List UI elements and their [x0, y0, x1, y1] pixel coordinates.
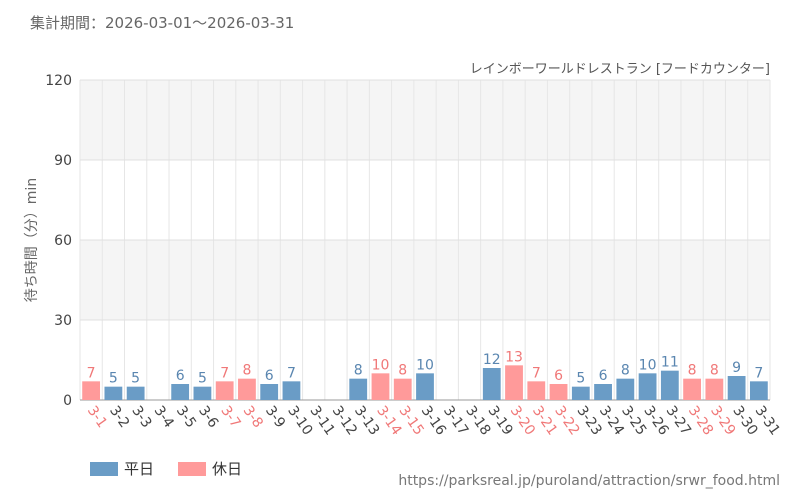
bar-3-23	[571, 386, 590, 400]
data-label-3-7: 7	[220, 365, 229, 381]
x-tick-label-3-9: 3-9	[262, 403, 288, 431]
bar-3-16	[416, 373, 434, 400]
data-label-3-14: 10	[372, 357, 390, 373]
data-label-3-15: 8	[398, 363, 407, 379]
bar-3-30	[727, 376, 746, 400]
y-tick-label: 90	[54, 153, 72, 169]
y-tick-label: 30	[54, 313, 72, 329]
bar-3-31	[749, 381, 768, 400]
period-label: 集計期間：2026-03-01～2026-03-31	[30, 14, 295, 32]
bar-3-2	[104, 386, 123, 400]
bar-3-8	[238, 378, 256, 400]
x-tick-label-3-3: 3-3	[128, 403, 154, 431]
bar-3-7	[215, 381, 234, 400]
bar-3-24	[594, 384, 612, 400]
data-label-3-30: 9	[732, 360, 741, 376]
bar-3-19	[482, 368, 501, 400]
data-label-3-16: 10	[416, 357, 434, 373]
x-tick-label-3-8: 3-8	[240, 403, 266, 431]
legend-item-holiday[interactable]: 休日	[178, 458, 242, 479]
bar-3-5	[171, 384, 190, 400]
data-label-3-8: 8	[242, 363, 251, 379]
y-axis-label: 待ち時間（分）min	[24, 178, 40, 302]
data-label-3-19: 12	[483, 352, 501, 368]
y-tick-label: 60	[54, 233, 72, 249]
data-label-3-13: 8	[354, 363, 363, 379]
data-label-3-22: 6	[554, 368, 563, 384]
bar-3-1	[82, 381, 101, 400]
x-tick-label-3-6: 3-6	[195, 403, 221, 431]
bar-3-14	[371, 373, 390, 400]
bar-3-21	[527, 381, 546, 400]
bar-3-27	[660, 370, 679, 400]
plot-band	[80, 80, 770, 160]
data-label-3-1: 7	[87, 365, 96, 381]
legend-item-weekday[interactable]: 平日	[90, 458, 154, 479]
x-tick-label-3-1: 3-1	[84, 403, 110, 431]
y-tick-label: 0	[63, 393, 72, 409]
legend-label-holiday: 休日	[212, 460, 243, 478]
data-label-3-26: 10	[639, 357, 657, 373]
legend: 平日 休日	[90, 458, 242, 479]
x-tick-label-3-7: 3-7	[217, 403, 243, 431]
x-tick-label-3-31: 3-31	[752, 403, 783, 438]
legend-label-weekday: 平日	[124, 460, 155, 478]
chart-subtitle: レインボーワールドレストラン [フードカウンター]	[469, 62, 770, 77]
data-label-3-27: 11	[661, 355, 679, 371]
bar-3-15	[393, 378, 412, 400]
bar-3-25	[616, 378, 635, 400]
bar-3-3	[126, 386, 145, 400]
data-label-3-10: 7	[287, 365, 296, 381]
data-label-3-3: 5	[131, 371, 140, 387]
bar-3-13	[349, 378, 368, 400]
data-label-3-28: 8	[688, 363, 697, 379]
data-label-3-9: 6	[265, 368, 274, 384]
data-label-3-25: 8	[621, 363, 630, 379]
data-label-3-6: 5	[198, 371, 207, 387]
bar-3-20	[505, 365, 523, 400]
bar-3-10	[282, 381, 301, 400]
source-url[interactable]: https://parksreal.jp/puroland/attraction…	[398, 473, 780, 489]
plot-band	[80, 240, 770, 320]
data-label-3-24: 6	[599, 368, 608, 384]
x-tick-label-3-5: 3-5	[173, 403, 199, 431]
data-label-3-20: 13	[505, 349, 523, 365]
bar-3-28	[683, 378, 701, 400]
bar-3-22	[549, 384, 568, 400]
bar-3-9	[260, 384, 279, 400]
data-label-3-29: 8	[710, 363, 719, 379]
bar-3-6	[193, 386, 212, 400]
data-label-3-21: 7	[532, 365, 541, 381]
bar-3-29	[705, 378, 724, 400]
bar-3-26	[638, 373, 657, 400]
x-tick-label-3-2: 3-2	[106, 403, 132, 431]
data-label-3-2: 5	[109, 371, 118, 387]
data-label-3-23: 5	[576, 371, 585, 387]
legend-swatch-weekday	[90, 461, 118, 476]
x-tick-label-3-4: 3-4	[151, 403, 177, 431]
legend-swatch-holiday	[178, 461, 207, 476]
data-label-3-31: 7	[754, 365, 763, 381]
data-label-3-5: 6	[176, 368, 185, 384]
y-tick-label: 120	[45, 73, 72, 89]
